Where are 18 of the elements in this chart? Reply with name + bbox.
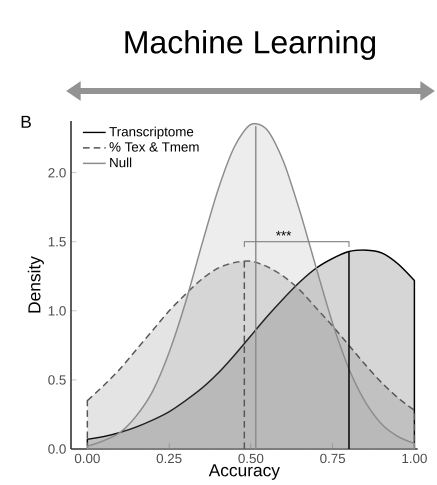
y-tick-label: 1.5 — [48, 237, 66, 246]
x-tick-label: 0.00 — [74, 454, 100, 464]
annotation: *** — [276, 230, 292, 236]
x-tick-label: 0.25 — [156, 454, 182, 464]
legend-label: Null — [110, 158, 132, 168]
legend-label: % Tex & Tmem — [110, 142, 199, 152]
legend-label: Transcriptome — [109, 126, 194, 140]
x-tick-label: 0.75 — [320, 454, 346, 464]
y-tick-label: 0.0 — [48, 444, 66, 454]
y-axis-title: Density — [28, 256, 44, 312]
x-tick-label: 1.00 — [402, 454, 427, 464]
y-tick-label: 2.0 — [48, 168, 66, 178]
y-tick-label: 1.0 — [48, 306, 66, 316]
x-tick-label: 0.50 — [238, 454, 264, 464]
x-axis-title: Accuracy — [208, 464, 280, 480]
chart-title: Machine Learning — [125, 30, 376, 60]
y-tick-label: 0.5 — [48, 375, 66, 385]
text: B — [22, 116, 31, 128]
